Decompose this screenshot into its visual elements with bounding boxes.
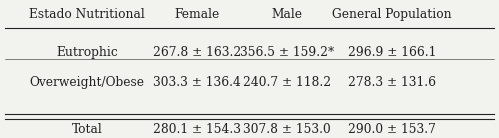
Text: 290.0 ± 153.7: 290.0 ± 153.7 <box>348 123 436 136</box>
Text: 303.3 ± 136.4: 303.3 ± 136.4 <box>153 76 241 89</box>
Text: Male: Male <box>271 8 302 21</box>
Text: Eutrophic: Eutrophic <box>56 46 118 59</box>
Text: Female: Female <box>175 8 220 21</box>
Text: Estado Nutritional: Estado Nutritional <box>29 8 145 21</box>
Text: 240.7 ± 118.2: 240.7 ± 118.2 <box>243 76 331 89</box>
Text: 307.8 ± 153.0: 307.8 ± 153.0 <box>243 123 331 136</box>
Text: Total: Total <box>72 123 103 136</box>
Text: 278.3 ± 131.6: 278.3 ± 131.6 <box>348 76 436 89</box>
Text: 267.8 ± 163.2: 267.8 ± 163.2 <box>153 46 241 59</box>
Text: 280.1 ± 154.3: 280.1 ± 154.3 <box>153 123 241 136</box>
Text: Overweight/Obese: Overweight/Obese <box>30 76 145 89</box>
Text: 356.5 ± 159.2*: 356.5 ± 159.2* <box>240 46 334 59</box>
Text: 296.9 ± 166.1: 296.9 ± 166.1 <box>347 46 436 59</box>
Text: General Population: General Population <box>332 8 452 21</box>
